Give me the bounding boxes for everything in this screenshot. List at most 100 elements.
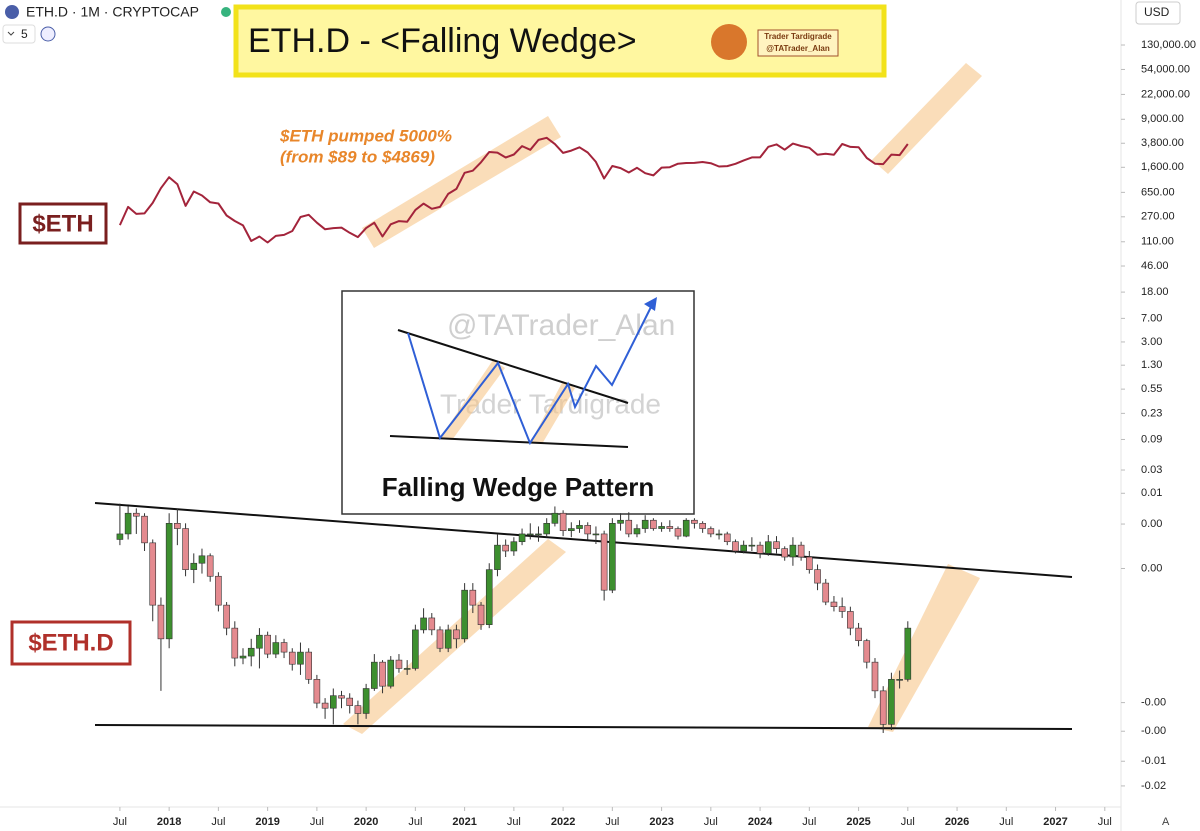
y-tick-label: 22,000.00 [1141, 88, 1190, 100]
x-tick-label: Jul [507, 816, 521, 828]
y-tick-label: -0.00 [1141, 697, 1166, 709]
candle-body [403, 668, 411, 670]
pump-note: $ETH pumped 5000% [279, 126, 452, 145]
currency-box[interactable] [1135, 1, 1181, 25]
candle-body [847, 611, 854, 629]
candle-body [855, 627, 862, 641]
x-tick-label: Jul [901, 816, 915, 828]
candle-body [838, 606, 846, 612]
candle-body [387, 659, 395, 687]
candle-body [149, 542, 157, 606]
candle-body [321, 702, 329, 709]
y-tick-label: 0.00 [1141, 562, 1162, 574]
y-tick-label: 54,000.00 [1141, 63, 1190, 75]
candle-body [182, 528, 189, 570]
auto-scale[interactable]: A [1162, 816, 1170, 828]
candle-body [781, 548, 789, 558]
candle-body [723, 533, 731, 543]
x-tick-label: 2022 [551, 816, 575, 828]
candle-body [428, 617, 436, 631]
price-line [118, 136, 909, 244]
candle-body [707, 528, 715, 535]
ethd-label: $ETH.D [28, 629, 113, 656]
badge-logo [711, 24, 747, 60]
candle-body [362, 688, 370, 714]
x-tick-label: Jul [211, 816, 225, 828]
candle-body [420, 617, 427, 631]
candle-body [830, 601, 838, 607]
candle-body [272, 642, 280, 655]
inset-title: Falling Wedge Pattern [382, 472, 655, 502]
candle-body [412, 629, 419, 669]
candle-body [879, 690, 887, 725]
pump-note: (from $89 to $4869) [280, 147, 435, 166]
interval-count: 5 [21, 27, 28, 41]
candle-body [444, 629, 452, 649]
symbol-label[interactable]: ETH.D · 1M · CRYPTOCAP [26, 4, 199, 20]
candle-body [239, 655, 247, 659]
candle-body [469, 589, 477, 606]
y-tick-label: 18.00 [1141, 286, 1169, 298]
candle-body [165, 523, 173, 640]
x-tick-label: Jul [999, 816, 1013, 828]
candle-body [748, 544, 756, 547]
candle-body [313, 679, 321, 704]
candle-body [174, 523, 181, 529]
candle-body [559, 512, 567, 531]
y-tick-label: 110.00 [1141, 236, 1174, 248]
inset-arrow-head [644, 297, 657, 311]
chevron-icon [7, 31, 15, 36]
candle-body [223, 604, 230, 629]
x-tick-label: 2018 [157, 816, 181, 828]
candle-body [666, 526, 674, 529]
candle-body [371, 661, 378, 689]
candle-body [584, 525, 592, 535]
candle-body [198, 555, 206, 564]
inset-band [530, 381, 575, 444]
candle-body [715, 533, 723, 536]
y-tick-label: 1,600.00 [1141, 161, 1184, 173]
candle-body [568, 528, 575, 531]
interval-box[interactable] [2, 24, 36, 44]
x-tick-label: 2026 [945, 816, 969, 828]
candle-body [641, 519, 649, 529]
candle-body [247, 647, 255, 657]
y-tick-label: 270.00 [1141, 211, 1175, 223]
y-tick-label: 130,000.00 [1141, 39, 1196, 51]
candle-body [773, 541, 780, 549]
candle-body [436, 629, 444, 649]
inset-upper-line [397, 329, 629, 404]
candle-body [256, 634, 263, 649]
status-dot [221, 7, 231, 17]
refresh-icon[interactable] [40, 26, 56, 42]
x-tick-label: 2021 [452, 816, 476, 828]
candle-body [305, 651, 312, 680]
x-tick-label: 2023 [649, 816, 673, 828]
candle-body [526, 533, 534, 536]
banner-title: ETH.D - <Falling Wedge> [248, 22, 637, 60]
candle-body [297, 651, 304, 665]
ethd-label-box [10, 620, 132, 666]
x-tick-label: Jul [310, 816, 324, 828]
candle-body [215, 575, 222, 606]
eth-label: $ETH [32, 210, 93, 237]
y-tick-label: 3,800.00 [1141, 137, 1184, 149]
candle-body [871, 661, 879, 692]
candle-body [190, 562, 198, 570]
x-tick-label: Jul [408, 816, 422, 828]
inset-pattern-line [407, 304, 653, 446]
candle-body [379, 661, 386, 687]
wedge-lower [94, 724, 1073, 730]
eth-label-box [18, 202, 108, 245]
candle-body [461, 589, 468, 640]
inset-box [341, 290, 695, 515]
x-tick-label: Jul [1098, 816, 1112, 828]
candle-body [502, 544, 509, 552]
badge-name: Trader Tardigrade [764, 32, 832, 41]
candle-body [133, 512, 140, 517]
x-tick-label: Jul [704, 816, 718, 828]
y-tick-label: 0.03 [1141, 464, 1162, 476]
candle-body [346, 697, 354, 706]
candle-body [116, 533, 124, 540]
